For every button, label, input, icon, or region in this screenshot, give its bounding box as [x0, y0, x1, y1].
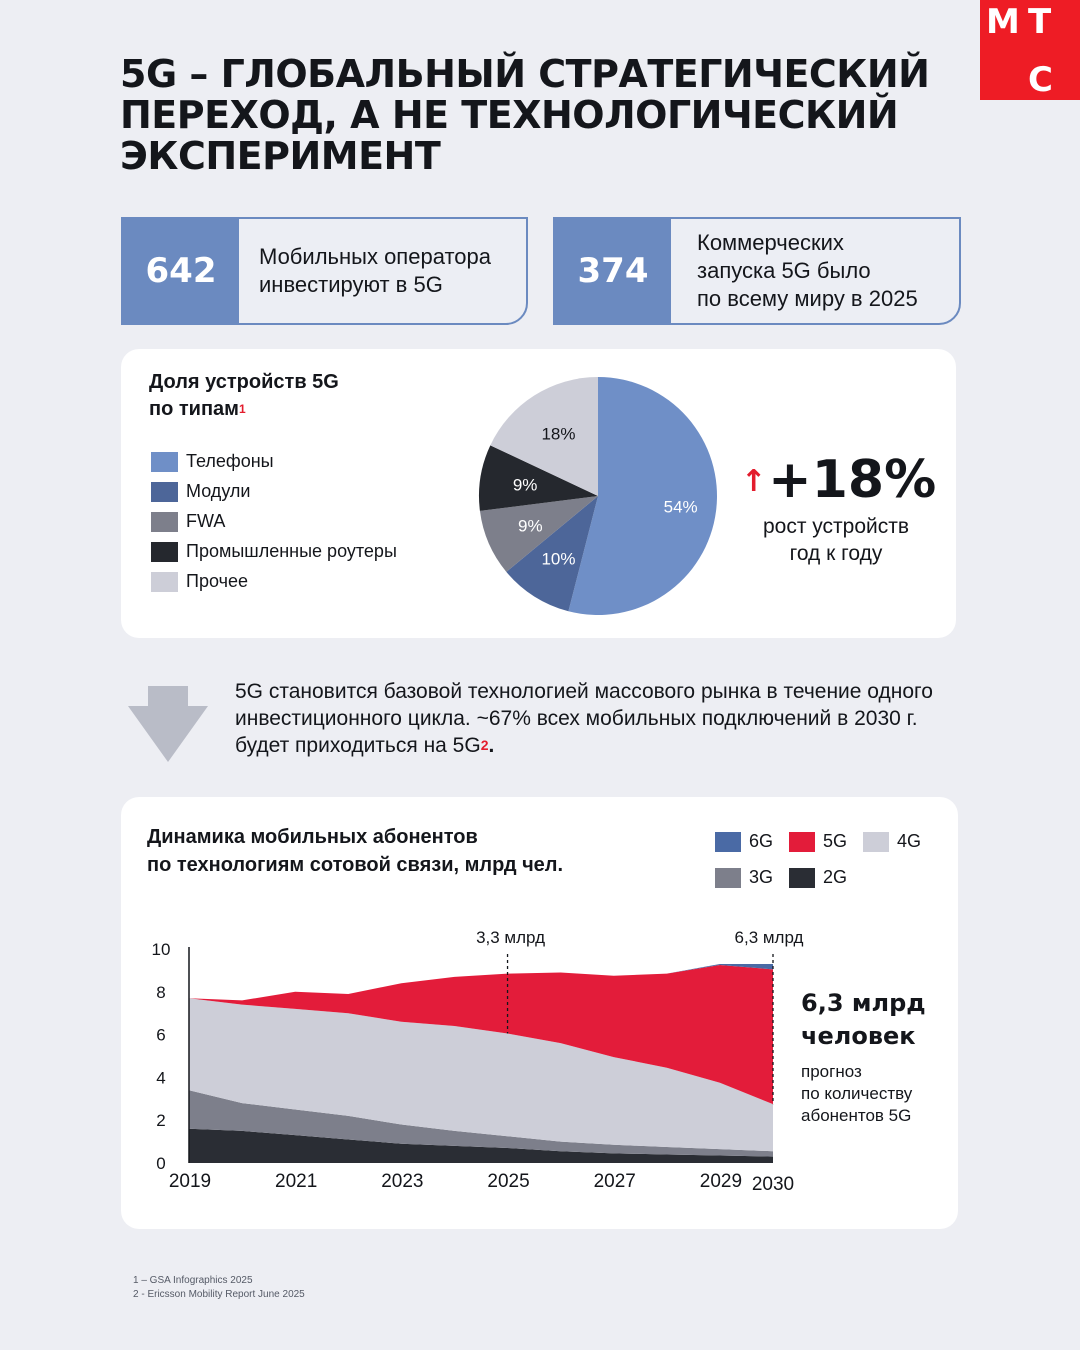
area-title: Динамика мобильных абонентов по технолог…	[147, 826, 564, 876]
x-tick-label: 2029	[700, 1171, 742, 1192]
footnote-1: 1 – GSA Infographics 2025	[133, 1275, 253, 1286]
pie-slice-label: 18%	[541, 425, 575, 444]
logo-letter-m: М	[986, 2, 1020, 42]
legend-swatch	[789, 867, 815, 888]
y-tick-label: 4	[156, 1068, 165, 1087]
legend-swatch	[789, 831, 815, 852]
footnote-2: 2 - Ericsson Mobility Report June 2025	[133, 1289, 305, 1300]
stat-operators-text: Мобильных оператора инвестируют в 5G	[259, 244, 491, 297]
x-tick-label: 2030	[752, 1174, 794, 1195]
x-tick-label: 2021	[275, 1171, 317, 1192]
y-tick-label: 6	[156, 1026, 165, 1045]
legend-swatch	[151, 451, 178, 472]
growth-text: рост устройств год к году	[762, 515, 910, 565]
pie-legend-item: Прочее	[151, 571, 248, 592]
legend-label: 4G	[897, 831, 922, 851]
pie-legend-item: Модули	[151, 481, 250, 502]
stat-operators-number: 642	[123, 219, 239, 323]
legend-label: Прочее	[186, 571, 248, 591]
y-tick-label: 10	[152, 940, 171, 959]
y-tick-label: 8	[156, 983, 165, 1002]
pie-footnote-mark: 1	[238, 402, 246, 416]
legend-label: 6G	[749, 831, 774, 851]
pie-slice	[479, 496, 598, 572]
legend-swatch	[863, 831, 889, 852]
pie-title: Доля устройств 5G по типам1	[149, 369, 339, 423]
pie-chart: 54% 10% 9% 9% 18%	[479, 377, 717, 615]
pie-slice	[479, 445, 598, 511]
stat-launches-number: 374	[555, 219, 671, 323]
area-legend-item: 5G	[789, 831, 847, 852]
area-legend-item: 6G	[715, 831, 773, 852]
growth-value-text: +18%	[768, 450, 937, 510]
legend-swatch	[151, 571, 178, 592]
arrow-down-icon	[128, 686, 208, 762]
area-chart: 0 2 4 6 8 10 2019 2021 2023 2025 2027 2029 2030 3,3 м…	[152, 928, 804, 1195]
stat-launches: 374 Коммерческих запуска 5G было по всем…	[553, 217, 961, 325]
legend-label: Промышленные роутеры	[186, 541, 397, 561]
pie-legend-item: Промышленные роутеры	[151, 541, 397, 562]
forecast-block: 6,3 млрд человек прогноз по количеству а…	[801, 987, 961, 1127]
legend-label: 5G	[823, 831, 848, 851]
pie-card: Доля устройств 5G по типам1 Телефоны Моду…	[121, 349, 956, 638]
area-legend-item: 4G	[863, 831, 921, 852]
x-tick-label: 2025	[487, 1171, 529, 1192]
x-tick-label: 2027	[594, 1171, 636, 1192]
growth-block: ↑+18% рост устройств год к году	[741, 449, 936, 567]
area-series-3g	[189, 1090, 773, 1157]
x-tick-label: 2023	[381, 1171, 423, 1192]
legend-swatch	[151, 541, 178, 562]
legend-label: Модули	[186, 481, 251, 501]
area-series-4g	[189, 998, 773, 1152]
legend-swatch	[151, 511, 178, 532]
arrow-up-icon: ↑	[741, 464, 767, 499]
legend-swatch	[715, 867, 741, 888]
marker-label: 3,3 млрд	[476, 928, 545, 947]
area-series-2g	[189, 1128, 773, 1163]
pie-legend-item: Телефоны	[151, 451, 274, 472]
pie-legend-item: FWA	[151, 511, 225, 532]
legend-label: 3G	[749, 867, 774, 887]
x-tick-label: 2019	[169, 1171, 211, 1192]
mts-logo: М Т С	[980, 0, 1080, 100]
logo-letter-t: Т	[1028, 2, 1052, 42]
area-card: Динамика мобильных абонентов по технолог…	[121, 797, 958, 1229]
page-title: 5G – ГЛОБАЛЬНЫЙ СТРАТЕГИЧЕСКИЙ ПЕРЕХОД, …	[120, 52, 930, 178]
pie-slice	[568, 377, 717, 615]
pie-slice	[506, 496, 598, 612]
area-legend-item: 3G	[715, 867, 773, 888]
legend-label: 2G	[823, 867, 848, 887]
lead-text-end: .	[488, 734, 495, 757]
stat-launches-text: Коммерческих запуска 5G было по всему ми…	[697, 230, 918, 311]
lead-footnote-mark: 2	[480, 737, 489, 753]
logo-letter-s: С	[1028, 60, 1053, 100]
legend-label: Телефоны	[186, 451, 274, 471]
pie-title-text: Доля устройств 5G по типам	[149, 371, 339, 420]
forecast-big: 6,3 млрд человек	[801, 989, 926, 1050]
forecast-text: прогноз по количеству абонентов 5G	[801, 1062, 913, 1125]
legend-swatch	[151, 481, 178, 502]
pie-slice-label: 10%	[541, 549, 575, 568]
y-tick-label: 2	[156, 1111, 165, 1130]
legend-swatch	[715, 831, 741, 852]
area-legend-item: 2G	[789, 867, 847, 888]
legend-label: FWA	[186, 511, 226, 531]
lead-text-body: 5G становится базовой технологией массов…	[235, 680, 933, 757]
growth-value: ↑+18%	[741, 449, 936, 513]
marker-label: 6,3 млрд	[735, 928, 804, 947]
lead-text: 5G становится базовой технологией массов…	[235, 678, 955, 759]
stat-operators: 642 Мобильных оператора инвестируют в 5G	[121, 217, 528, 325]
pie-slice	[490, 377, 598, 496]
y-tick-label: 0	[156, 1154, 165, 1173]
pie-slice-label: 9%	[513, 475, 538, 494]
footnotes: 1 – GSA Infographics 2025 2 - Ericsson M…	[133, 1274, 305, 1302]
pie-slice-label: 9%	[518, 516, 543, 535]
area-series-5g	[189, 965, 773, 1105]
pie-slice-label: 54%	[664, 497, 698, 516]
